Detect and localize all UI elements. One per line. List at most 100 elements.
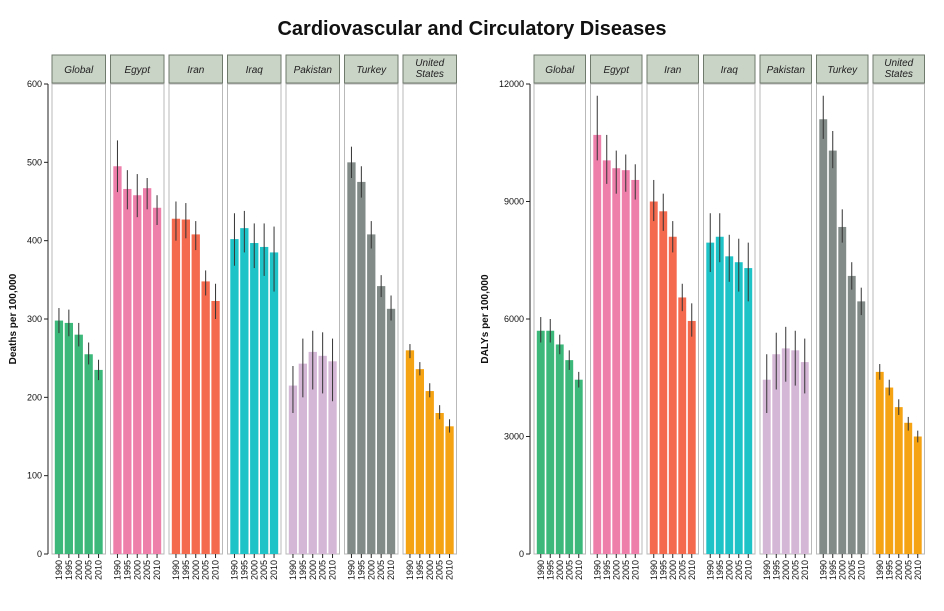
- panel-strip-label: States: [416, 69, 444, 80]
- bar: [260, 246, 269, 554]
- panel-strip: [227, 54, 282, 84]
- x-tick-label: 1990: [705, 560, 715, 580]
- bar: [347, 162, 356, 555]
- x-tick-label: 2010: [913, 560, 923, 580]
- bar: [725, 256, 734, 554]
- panel-strip: [872, 54, 925, 84]
- x-tick-label: 1995: [356, 560, 366, 580]
- bar: [894, 407, 903, 554]
- y-tick-label: 300: [27, 314, 42, 324]
- bar: [308, 351, 317, 554]
- bar: [762, 379, 771, 554]
- x-tick-label: 2010: [743, 560, 753, 580]
- y-axis-label: Deaths per 100,000: [8, 273, 19, 364]
- bar: [847, 275, 856, 554]
- x-tick-label: 2010: [152, 560, 162, 580]
- x-tick-label: 1990: [762, 560, 772, 580]
- x-tick-label: 1995: [828, 560, 838, 580]
- panel-strip-label: Iran: [187, 65, 205, 76]
- bar: [318, 355, 327, 554]
- x-tick-label: 2005: [142, 560, 152, 580]
- y-tick-label: 9000: [504, 197, 524, 207]
- bar: [791, 350, 800, 554]
- x-tick-label: 2000: [781, 560, 791, 580]
- bar: [828, 150, 837, 555]
- x-tick-label: 1990: [229, 560, 239, 580]
- x-tick-label: 1995: [658, 560, 668, 580]
- x-tick-label: 2005: [790, 560, 800, 580]
- chart-title: Cardiovascular and Circulatory Diseases: [277, 18, 667, 40]
- x-tick-label: 2010: [630, 560, 640, 580]
- x-tick-label: 1990: [592, 560, 602, 580]
- x-tick-label: 2005: [903, 560, 913, 580]
- bar: [602, 160, 611, 554]
- y-tick-label: 0: [519, 549, 524, 559]
- x-tick-label: 1995: [771, 560, 781, 580]
- panel-strip: [816, 54, 869, 84]
- bar: [612, 168, 621, 555]
- bar: [734, 262, 743, 554]
- bar: [230, 239, 239, 554]
- bar: [415, 369, 424, 554]
- bar: [621, 170, 630, 554]
- bar: [819, 119, 828, 554]
- y-tick-label: 12000: [499, 79, 524, 89]
- panel-strip-label: Pakistan: [294, 65, 333, 76]
- x-tick-label: 2005: [435, 560, 445, 580]
- x-tick-label: 1995: [715, 560, 725, 580]
- bar: [377, 286, 386, 554]
- panel-strip: [168, 54, 223, 84]
- bar: [288, 385, 298, 554]
- panel-strip: [533, 54, 586, 84]
- bar: [781, 348, 790, 554]
- panel-strip: [285, 54, 340, 84]
- bar: [113, 166, 122, 554]
- x-tick-label: 2000: [894, 560, 904, 580]
- x-tick-label: 2010: [328, 560, 338, 580]
- bar: [706, 242, 715, 554]
- bar: [678, 297, 687, 554]
- bar: [435, 413, 444, 554]
- bar: [425, 391, 434, 554]
- bar: [64, 322, 73, 554]
- bar: [133, 195, 142, 554]
- x-tick-label: 2000: [668, 560, 678, 580]
- bar: [631, 179, 640, 555]
- panel-strip: [590, 54, 643, 84]
- panel-strip-label: Global: [64, 65, 94, 76]
- x-tick-label: 1995: [239, 560, 249, 580]
- y-tick-label: 6000: [504, 314, 524, 324]
- x-tick-label: 1995: [602, 560, 612, 580]
- panel-strip-label: Egypt: [603, 65, 630, 76]
- x-tick-label: 1995: [884, 560, 894, 580]
- x-tick-label: 1995: [181, 560, 191, 580]
- x-tick-label: 1990: [818, 560, 828, 580]
- bar: [152, 207, 162, 554]
- x-tick-label: 1990: [649, 560, 659, 580]
- y-tick-label: 100: [27, 471, 42, 481]
- x-tick-label: 1995: [64, 560, 74, 580]
- y-tick-label: 200: [27, 392, 42, 402]
- bar: [857, 301, 866, 554]
- bar: [240, 228, 249, 554]
- x-tick-label: 1990: [405, 560, 415, 580]
- y-axis-label: DALYs per 100,000: [480, 274, 491, 364]
- panel-strip: [51, 54, 106, 84]
- panel-strip-label: Egypt: [124, 65, 151, 76]
- panel-strip: [110, 54, 165, 84]
- panel-strip: [646, 54, 699, 84]
- bar: [123, 188, 132, 554]
- x-tick-label: 1990: [54, 560, 64, 580]
- panel-strip-label: Iraq: [721, 65, 739, 76]
- bar: [211, 300, 220, 554]
- panel-strip-label: Turkey: [356, 65, 387, 76]
- bar: [367, 234, 376, 554]
- x-tick-label: 2005: [847, 560, 857, 580]
- x-tick-label: 1995: [298, 560, 308, 580]
- x-tick-label: 2000: [366, 560, 376, 580]
- x-tick-label: 2005: [734, 560, 744, 580]
- x-tick-label: 1995: [122, 560, 132, 580]
- x-tick-label: 2000: [191, 560, 201, 580]
- x-tick-label: 2010: [269, 560, 279, 580]
